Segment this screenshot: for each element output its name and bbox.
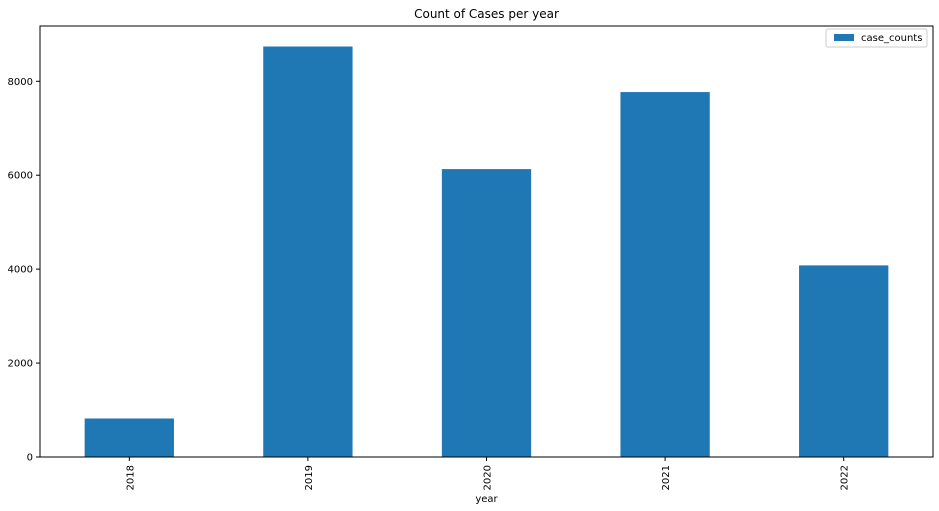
x-tick-label: 2021 (661, 465, 672, 490)
legend: case_counts (825, 28, 928, 48)
y-tick-label: 0 (27, 453, 33, 464)
y-tick-label: 8000 (8, 77, 33, 88)
bar-2020 (441, 169, 532, 457)
x-axis-label: year (475, 494, 498, 505)
bar-2022 (799, 265, 889, 457)
y-tick-label: 4000 (8, 265, 33, 276)
x-tick-label: 2019 (304, 465, 315, 490)
bar-2019 (263, 46, 353, 458)
bar-2018 (84, 418, 174, 457)
legend-swatch (834, 34, 854, 41)
bar-2021 (620, 92, 710, 458)
x-tick-label: 2020 (483, 465, 494, 490)
chart-title: Count of Cases per year (414, 7, 559, 21)
x-tick-label: 2022 (840, 465, 851, 490)
x-axis: 2018 2019 2020 2021 2022 (125, 457, 851, 490)
y-tick-label: 6000 (8, 171, 33, 182)
bars-group (84, 46, 889, 458)
legend-label-case-counts: case_counts (861, 33, 922, 44)
y-tick-label: 2000 (8, 359, 33, 370)
y-axis: 0 2000 4000 6000 8000 (8, 77, 40, 464)
plot-frame (39, 25, 934, 458)
legend-box (825, 28, 928, 48)
x-tick-label: 2018 (125, 465, 136, 490)
